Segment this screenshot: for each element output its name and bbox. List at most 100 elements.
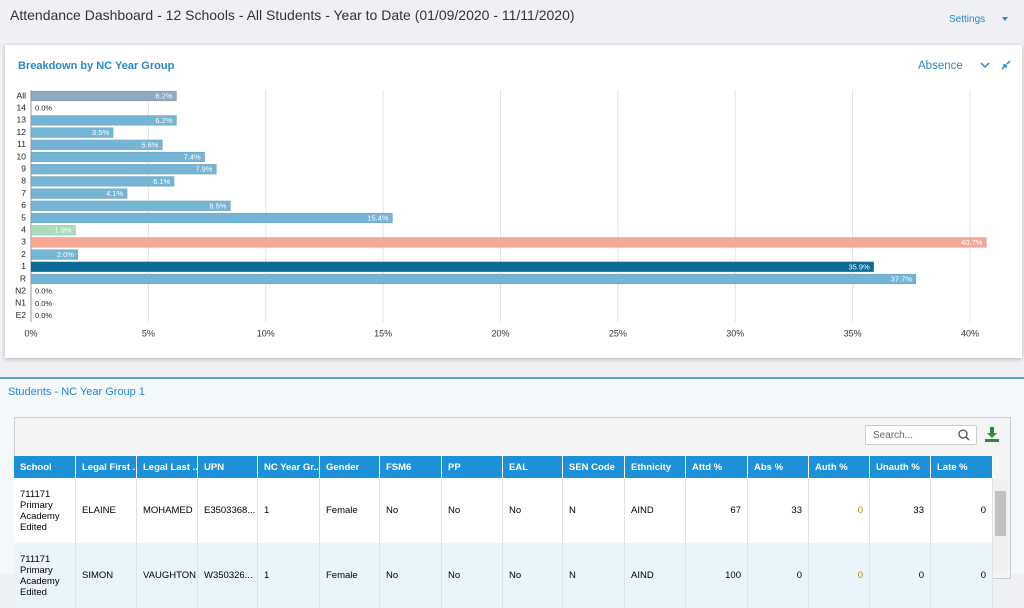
page: Attendance Dashboard - 12 Schools - All … <box>0 7 1024 608</box>
column-header[interactable]: Attd % <box>686 456 748 478</box>
column-header[interactable]: Unauth % <box>870 456 931 478</box>
table-cell: No <box>442 478 503 543</box>
value-label: 0.0% <box>35 287 52 296</box>
measure-select[interactable]: Absence <box>918 60 963 72</box>
value-label: 5.6% <box>141 140 158 149</box>
table-cell: 0 <box>748 543 809 608</box>
search-icon <box>958 429 970 441</box>
x-tick-label: 40% <box>961 328 979 338</box>
column-header[interactable]: FSM6 <box>380 456 442 478</box>
table-cell: 0 <box>809 478 870 543</box>
table-cell: No <box>442 543 503 608</box>
x-tick-label: 15% <box>374 328 392 338</box>
table-cell: E3503368... <box>198 478 258 543</box>
search-box[interactable]: Search... <box>865 425 977 445</box>
bar <box>30 261 875 273</box>
table-cell: SIMON <box>76 543 137 608</box>
table-cell: 33 <box>748 478 809 543</box>
y-tick-label: 4 <box>21 224 26 234</box>
table-cell: Female <box>320 543 380 608</box>
y-tick-label: 5 <box>21 212 26 222</box>
y-tick-label: 14 <box>17 102 27 112</box>
column-header[interactable]: Ethnicity <box>625 456 686 478</box>
column-header[interactable]: Auth % <box>809 456 870 478</box>
bar <box>30 249 79 260</box>
value-label: 15.4% <box>367 213 389 222</box>
column-header[interactable]: Abs % <box>748 456 809 478</box>
y-tick-label: 2 <box>21 249 26 259</box>
x-tick-label: 10% <box>257 328 275 338</box>
y-tick-label: R <box>20 273 26 283</box>
column-header[interactable]: PP <box>442 456 503 478</box>
value-label: 0.0% <box>35 311 52 320</box>
column-header[interactable]: School <box>14 456 76 478</box>
bar <box>30 115 177 126</box>
y-tick-label: 8 <box>21 176 26 186</box>
scrollbar[interactable] <box>993 479 1008 572</box>
x-tick-label: 0% <box>24 328 37 338</box>
table-cell: 0 <box>809 543 870 608</box>
value-label: 0.0% <box>35 104 52 113</box>
bar <box>30 212 393 224</box>
collapse-icon[interactable] <box>1001 60 1011 70</box>
table-cell: N <box>563 543 625 608</box>
bar <box>30 224 76 236</box>
y-tick-label: 1 <box>21 261 26 271</box>
y-tick-label: N1 <box>15 298 26 308</box>
y-tick-label: 13 <box>17 115 27 125</box>
bar <box>30 139 163 151</box>
column-header[interactable]: EAL <box>503 456 563 478</box>
bar <box>30 237 987 248</box>
value-label: 35.9% <box>848 262 870 271</box>
y-tick-label: 9 <box>21 163 26 173</box>
bar <box>30 163 217 175</box>
bar <box>30 273 917 285</box>
bar <box>30 200 231 212</box>
table-cell: 0 <box>870 543 931 608</box>
x-tick-label: 5% <box>142 328 155 338</box>
y-tick-label: E2 <box>16 310 27 320</box>
settings-button[interactable]: Settings <box>949 14 986 25</box>
table-cell: 67 <box>686 478 748 543</box>
table-cell: MOHAMED <box>137 478 198 543</box>
y-tick-label: 11 <box>17 139 26 149</box>
column-header[interactable]: UPN <box>198 456 258 478</box>
value-label: 1.9% <box>54 226 71 235</box>
column-header[interactable]: Legal Last ... <box>137 456 198 478</box>
dropdown-icon[interactable] <box>980 62 990 69</box>
table-cell: No <box>503 478 563 543</box>
column-header[interactable]: SEN Code <box>563 456 625 478</box>
bar <box>30 188 128 199</box>
bar <box>30 176 175 187</box>
y-tick-label: 7 <box>21 188 26 198</box>
value-label: 7.4% <box>184 152 201 161</box>
value-label: 40.7% <box>961 238 983 247</box>
table-cell: Female <box>320 478 380 543</box>
y-tick-label: All <box>17 90 27 100</box>
column-header[interactable]: Late % <box>931 456 993 478</box>
table-cell: 0 <box>931 543 993 608</box>
table-cell: No <box>380 478 442 543</box>
value-label: 0.0% <box>35 299 52 308</box>
y-tick-label: 3 <box>21 237 26 247</box>
bar <box>30 127 114 138</box>
y-tick-label: 10 <box>17 151 27 161</box>
table-cell: AIND <box>625 478 686 543</box>
download-button[interactable] <box>983 425 1001 443</box>
column-header[interactable]: NC Year Gr... <box>258 456 320 478</box>
table-cell: 711171 Primary Academy Edited <box>14 543 76 608</box>
bar <box>30 90 177 102</box>
table-cell: 1 <box>258 543 320 608</box>
y-tick-label: 6 <box>21 200 26 210</box>
table-cell: VAUGHTON <box>137 543 198 608</box>
value-label: 4.1% <box>106 189 123 198</box>
chart-title: Breakdown by NC Year Group <box>18 60 175 72</box>
value-label: 7.9% <box>195 165 212 174</box>
value-label: 3.5% <box>92 128 109 137</box>
settings-arrow[interactable] <box>1001 15 1009 23</box>
students-title: Students - NC Year Group 1 <box>8 386 145 398</box>
table-cell: N <box>563 478 625 543</box>
column-header[interactable]: Legal First ... <box>76 456 137 478</box>
column-header[interactable]: Gender <box>320 456 380 478</box>
value-label: 6.2% <box>155 116 172 125</box>
